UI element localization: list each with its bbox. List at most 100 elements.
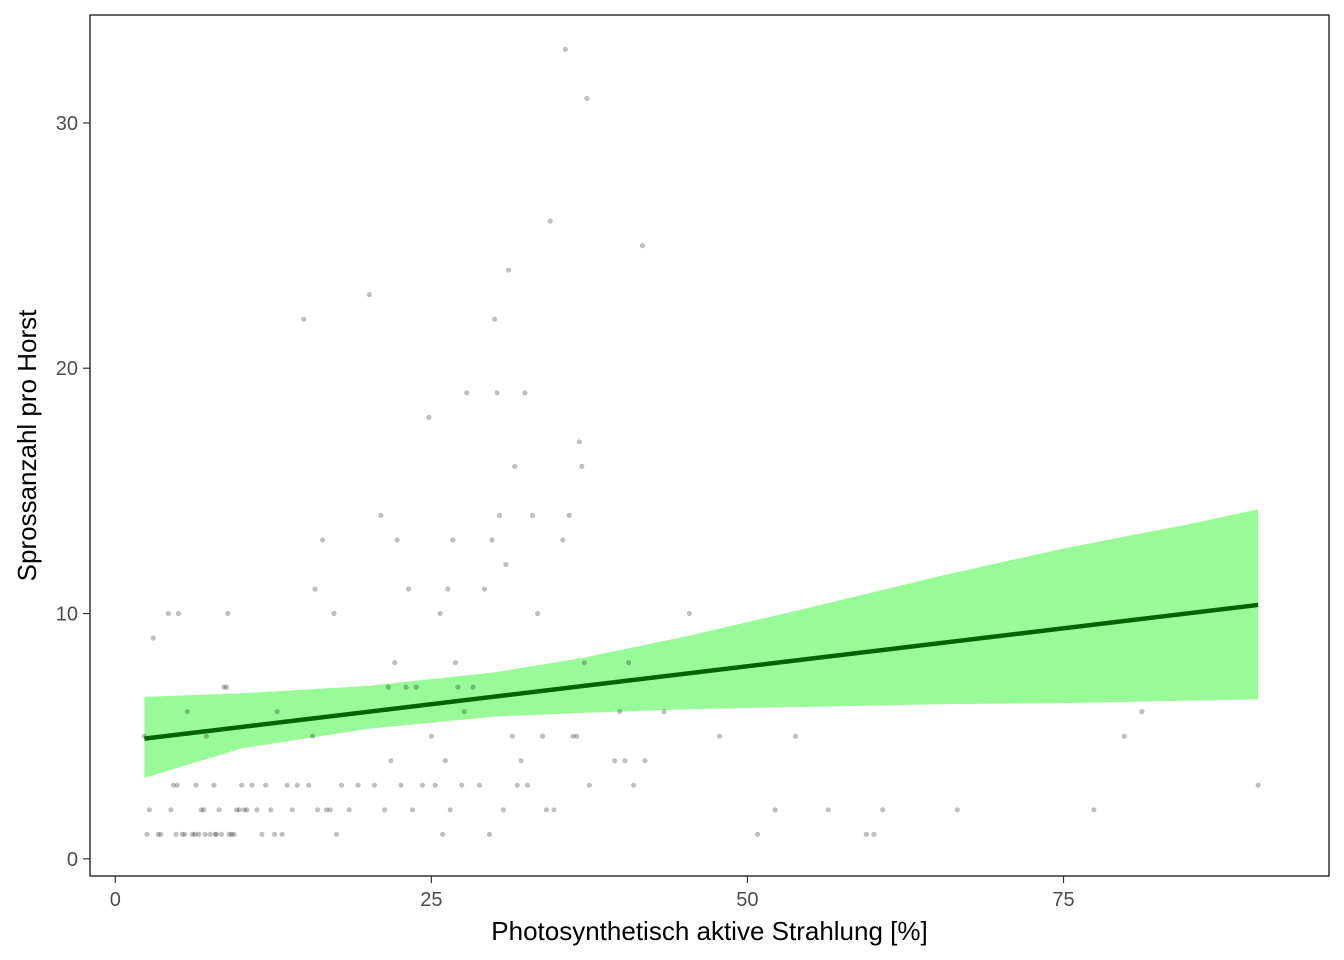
data-point (198, 807, 204, 813)
data-point (221, 684, 227, 690)
data-point (437, 610, 443, 617)
data-point (612, 758, 618, 764)
x-axis-title: Photosynthetisch aktive Strahlung [%] (491, 916, 927, 946)
data-point (464, 390, 470, 396)
data-point (661, 709, 667, 715)
data-point (155, 831, 161, 837)
data-point (213, 831, 219, 837)
data-point (309, 733, 316, 739)
data-point (574, 733, 580, 739)
data-point (455, 684, 461, 690)
data-point (216, 807, 222, 813)
data-point (518, 758, 524, 764)
data-point (218, 831, 225, 837)
data-point (522, 390, 528, 396)
data-point (158, 831, 164, 837)
data-point (236, 807, 242, 813)
data-point (492, 316, 498, 322)
data-point (312, 586, 318, 592)
data-point (263, 782, 269, 788)
x-tick-label: 25 (420, 889, 442, 911)
data-point (792, 733, 799, 739)
data-point (442, 758, 448, 764)
x-tick-label: 75 (1052, 889, 1074, 911)
data-point (279, 831, 285, 837)
data-point (398, 782, 404, 788)
data-point (584, 95, 590, 101)
data-point (631, 782, 637, 788)
data-point (476, 782, 482, 788)
data-point (426, 414, 432, 420)
data-point (189, 831, 195, 837)
data-point (212, 831, 218, 837)
data-point (1121, 733, 1127, 739)
y-tick-label: 20 (56, 358, 78, 380)
data-point (355, 782, 361, 788)
data-point (202, 831, 208, 837)
data-point (754, 831, 761, 837)
data-point (173, 831, 179, 837)
data-point (201, 807, 207, 813)
data-point (207, 831, 213, 837)
data-point (203, 733, 209, 739)
data-point (239, 782, 245, 788)
data-point (586, 782, 593, 788)
data-point (320, 537, 326, 543)
data-point (772, 807, 778, 813)
data-point (392, 660, 398, 666)
data-point (871, 831, 877, 837)
data-point (196, 831, 202, 837)
data-point (259, 831, 265, 837)
data-point (560, 537, 566, 543)
data-point (547, 218, 553, 224)
data-point (1139, 709, 1145, 715)
data-point (825, 807, 831, 813)
confidence-band (144, 509, 1259, 778)
data-point (306, 782, 312, 788)
data-point (229, 831, 235, 837)
data-point (486, 831, 493, 837)
data-point (413, 684, 419, 690)
data-point (1091, 807, 1097, 813)
data-point (529, 512, 536, 519)
data-point (388, 758, 394, 764)
data-point (535, 610, 541, 617)
data-point (301, 316, 307, 322)
data-point (1255, 782, 1261, 788)
y-tick-label: 10 (56, 604, 78, 626)
x-tick-label: 0 (110, 889, 121, 911)
data-point (193, 782, 199, 788)
data-point (524, 782, 531, 788)
data-point (581, 660, 587, 666)
data-point (333, 831, 340, 837)
data-point (294, 782, 300, 788)
data-point (570, 733, 576, 739)
data-point (617, 709, 623, 715)
data-point (268, 807, 274, 813)
data-point (234, 807, 240, 813)
data-point (174, 782, 180, 788)
data-point (717, 733, 723, 739)
data-point (170, 782, 176, 788)
data-point (428, 733, 434, 739)
data-point (225, 610, 231, 617)
data-point (315, 807, 321, 813)
data-point (503, 561, 509, 568)
fit-line (144, 602, 1259, 741)
data-point (231, 831, 237, 837)
data-point (406, 586, 412, 592)
data-point (346, 807, 352, 813)
data-point (339, 782, 345, 788)
data-point (562, 46, 569, 52)
data-point (182, 831, 188, 837)
data-point (179, 831, 185, 837)
data-point (419, 782, 426, 788)
data-point (447, 807, 453, 813)
data-point (254, 807, 260, 813)
data-point (622, 758, 628, 764)
data-point (378, 512, 384, 519)
y-tick-label: 0 (67, 849, 78, 871)
data-point (327, 807, 333, 813)
data-point (626, 660, 632, 666)
data-point (452, 660, 458, 666)
